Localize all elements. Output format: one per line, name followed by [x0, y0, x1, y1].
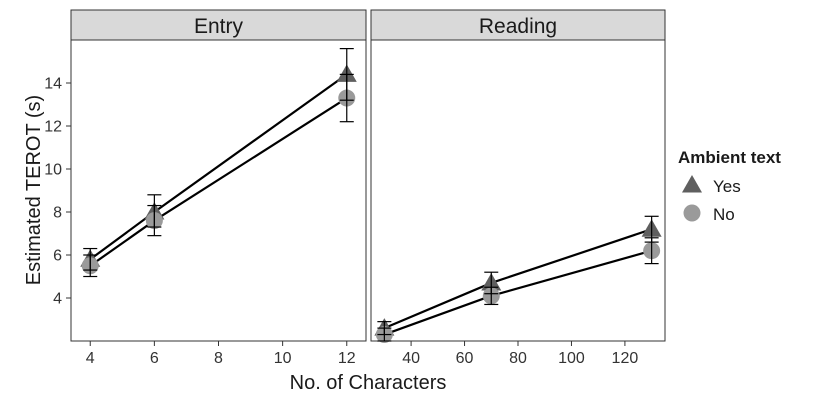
panel-marks — [374, 215, 662, 344]
x-tick-label: 4 — [86, 350, 95, 367]
error-bar-no — [377, 327, 392, 342]
error-bar-no — [147, 204, 162, 237]
y-tick-label: 8 — [53, 205, 62, 222]
legend: Ambient text Yes No — [678, 148, 781, 224]
x-tick-label: 100 — [558, 350, 585, 367]
error-bar-no — [484, 286, 499, 306]
strip-label-entry: Entry — [194, 15, 244, 38]
y-tick-label: 4 — [53, 291, 62, 308]
panel-reading: Reading — [370, 9, 666, 344]
panel-entry: Entry — [70, 9, 367, 342]
error-bar-no — [83, 254, 98, 278]
error-bar-no — [644, 237, 659, 265]
x-axis-entry: 4 6 8 10 12 — [86, 341, 356, 367]
x-tick-label: 120 — [612, 350, 639, 367]
legend-title: Ambient text — [678, 148, 781, 167]
y-axis-title: Estimated TEROT (s) — [23, 95, 45, 285]
x-tick-label: 40 — [402, 350, 420, 367]
y-tick-label: 10 — [44, 162, 62, 179]
x-tick-label: 80 — [509, 350, 527, 367]
panel-frame — [70, 39, 367, 342]
y-tick-label: 6 — [53, 248, 62, 265]
panel-frame — [370, 39, 666, 342]
legend-key-circle-icon — [683, 204, 701, 222]
y-tick-label: 14 — [44, 76, 62, 93]
x-axis-title: No. of Characters — [290, 372, 447, 394]
error-bar-no — [339, 73, 354, 123]
panel-marks — [80, 47, 357, 278]
legend-label-no: No — [713, 205, 735, 224]
x-tick-label: 60 — [456, 350, 474, 367]
y-tick-label: 12 — [44, 119, 62, 136]
legend-label-yes: Yes — [713, 177, 741, 196]
x-tick-label: 8 — [214, 350, 223, 367]
x-tick-label: 12 — [338, 350, 356, 367]
x-axis-reading: 40 60 80 100 120 — [402, 341, 638, 367]
y-axis: 4 6 8 10 12 14 — [44, 76, 71, 308]
x-tick-label: 6 — [150, 350, 159, 367]
legend-key-triangle-icon — [682, 175, 702, 193]
strip-label-reading: Reading — [479, 15, 557, 38]
strip-background — [70, 9, 367, 41]
legend-keys — [682, 175, 702, 222]
x-tick-label: 10 — [274, 350, 292, 367]
